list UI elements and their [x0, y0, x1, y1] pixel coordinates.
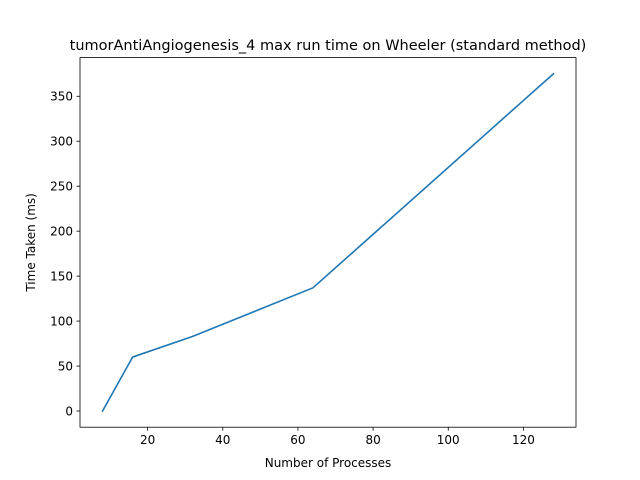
x-tick-label: 100	[437, 433, 460, 447]
y-tick-label: 300	[50, 135, 73, 149]
x-tick-label: 20	[140, 433, 155, 447]
x-axis: 20 40 60 80 100 120	[140, 427, 535, 447]
series-line	[101, 72, 555, 413]
y-tick-label: 100	[50, 314, 73, 328]
plot-area	[101, 72, 555, 413]
y-tick-label: 50	[58, 359, 73, 373]
y-axis: 0 50 100 150 200 250 300 350	[50, 90, 80, 418]
chart-title: tumorAntiAngiogenesis_4 max run time on …	[70, 38, 587, 54]
plot-frame	[79, 57, 577, 428]
y-tick-label: 250	[50, 179, 73, 193]
x-axis-label: Number of Processes	[265, 456, 392, 470]
x-tick-label: 40	[215, 433, 230, 447]
y-tick-label: 350	[50, 90, 73, 104]
y-axis-label: Time Taken (ms)	[24, 193, 38, 293]
y-tick-label: 150	[50, 269, 73, 283]
x-tick-label: 120	[512, 433, 535, 447]
y-tick-label: 0	[65, 404, 73, 418]
y-tick-label: 200	[50, 224, 73, 238]
x-tick-label: 60	[290, 433, 305, 447]
x-tick-label: 80	[365, 433, 380, 447]
